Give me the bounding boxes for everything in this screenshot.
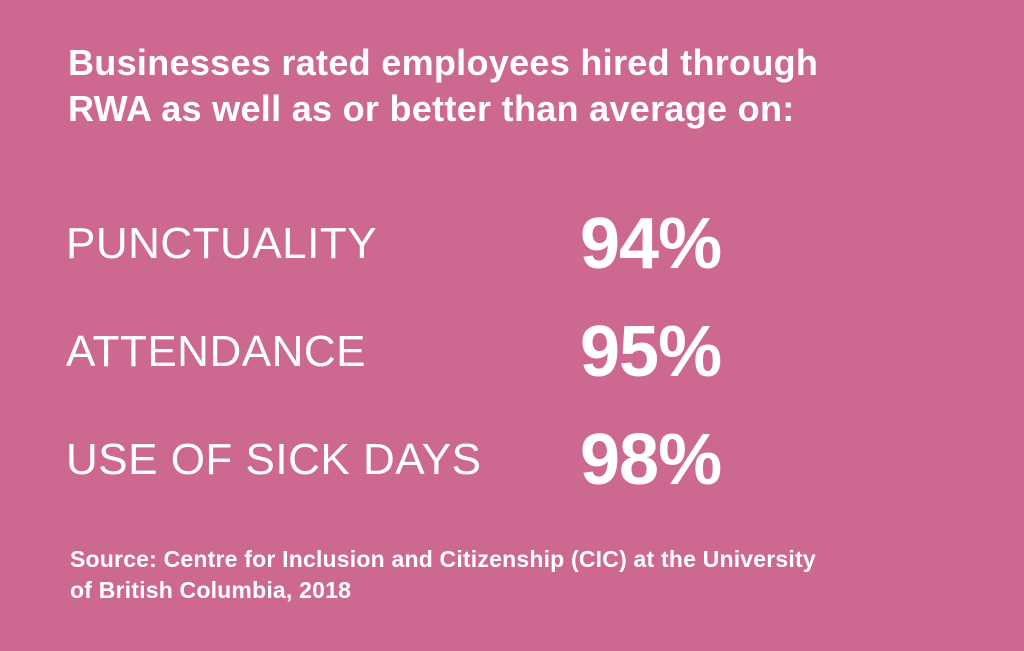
headline: Businesses rated employees hired through…	[68, 40, 968, 132]
source-citation: Source: Centre for Inclusion and Citizen…	[70, 544, 990, 606]
headline-line-2-prefix: RWA	[68, 88, 162, 129]
stat-row-attendance: ATTENDANCE 95%	[66, 298, 946, 406]
stat-label: ATTENDANCE	[66, 327, 366, 376]
stat-row-sick-days: USE OF SICK DAYS 98%	[66, 406, 946, 514]
stat-label: PUNCTUALITY	[66, 219, 378, 268]
stat-row-punctuality: PUNCTUALITY 94%	[66, 190, 946, 298]
headline-emphasis: as well as or better	[161, 88, 492, 129]
stat-value: 98%	[580, 420, 722, 500]
headline-line-1: Businesses rated employees hired through	[68, 42, 819, 83]
source-line-1: Source: Centre for Inclusion and Citizen…	[70, 546, 816, 572]
stat-label: USE OF SICK DAYS	[66, 435, 482, 484]
stats-list: PUNCTUALITY 94% ATTENDANCE 95% USE OF SI…	[66, 190, 946, 514]
headline-line-2-suffix: than average on:	[491, 88, 795, 129]
stat-value: 95%	[580, 312, 722, 392]
source-line-2: of British Columbia, 2018	[70, 577, 352, 603]
stat-value: 94%	[580, 204, 722, 284]
